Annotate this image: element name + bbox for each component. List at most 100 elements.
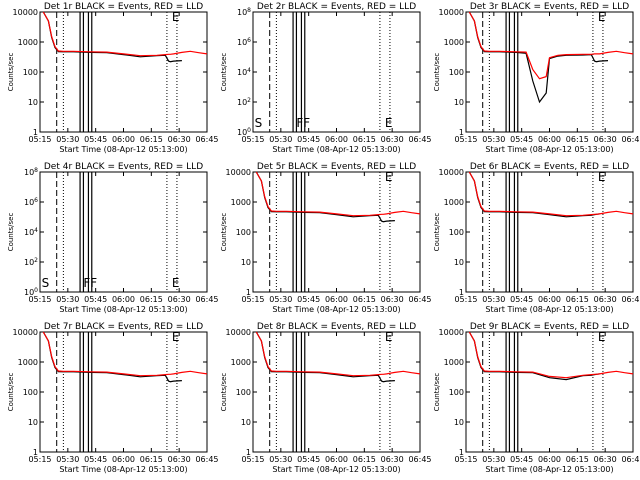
axes-frame	[39, 171, 208, 293]
x-tick-label: 05:15	[241, 135, 264, 144]
x-tick-label: 05:45	[84, 455, 107, 464]
x-tick-label: 06:15	[353, 135, 376, 144]
x-tick-label: 06:45	[621, 295, 640, 304]
x-tick-label: 05:15	[28, 295, 51, 304]
y-tick-label: 1000	[231, 198, 251, 207]
y-tick-label: 100	[449, 68, 464, 77]
x-tick-label: 06:30	[594, 455, 617, 464]
flag-label: S	[255, 116, 263, 130]
y-tick-label: 102	[24, 257, 38, 267]
x-axis-label: Start Time (08-Apr-12 05:13:00)	[59, 145, 187, 154]
flag-label: E	[172, 330, 180, 344]
y-tick-label: 10	[241, 418, 251, 427]
axes-frame	[465, 331, 634, 453]
x-axis-label: Start Time (08-Apr-12 05:13:00)	[59, 465, 187, 474]
y-tick-label: 1	[246, 448, 251, 457]
y-tick-label: 1000	[18, 38, 38, 47]
y-tick-label: 106	[237, 37, 251, 47]
plot-title: Det 6r BLACK = Events, RED = LLD	[470, 162, 629, 172]
y-tick-label: 10	[454, 98, 464, 107]
x-tick-label: 05:30	[269, 295, 292, 304]
x-axis-label: Start Time (08-Apr-12 05:13:00)	[272, 465, 400, 474]
x-tick-label: 05:45	[297, 455, 320, 464]
series-events	[468, 11, 609, 104]
series-lld	[255, 331, 421, 377]
y-tick-label: 10000	[439, 328, 464, 337]
x-tick-label: 06:45	[195, 295, 218, 304]
x-axis-label: Start Time (08-Apr-12 05:13:00)	[59, 305, 187, 314]
panel-det-6: Det 6r BLACK = Events, RED = LLD 1 10 100 10…	[433, 162, 640, 314]
y-tick-label: 106	[24, 197, 38, 207]
axes-frame	[252, 171, 421, 293]
y-tick-label: 10000	[226, 328, 251, 337]
x-tick-label: 06:45	[195, 135, 218, 144]
x-tick-label: 06:30	[381, 135, 404, 144]
y-tick-label: 1000	[444, 38, 464, 47]
panel-det-9: Det 9r BLACK = Events, RED = LLD 1 10 100 10…	[433, 322, 640, 474]
x-tick-label: 06:15	[566, 135, 589, 144]
y-tick-label: 102	[237, 97, 251, 107]
panel-det-5: Det 5r BLACK = Events, RED = LLD 1 10 100 10…	[220, 162, 432, 314]
axes-frame	[252, 11, 421, 133]
flag-label: E	[385, 170, 393, 184]
y-tick-label: 1	[459, 448, 464, 457]
series-events	[42, 11, 182, 63]
y-axis-label: Counts/sec	[7, 213, 15, 252]
x-tick-label: 06:00	[112, 135, 135, 144]
axes-frame	[465, 11, 634, 133]
x-tick-label: 05:15	[241, 455, 264, 464]
flag-label: E	[598, 170, 606, 184]
y-tick-label: 1000	[231, 358, 251, 367]
x-tick-label: 06:00	[112, 455, 135, 464]
y-tick-label: 100	[24, 287, 38, 297]
x-tick-label: 06:30	[168, 455, 191, 464]
flag-label: E	[172, 276, 180, 290]
x-tick-label: 06:30	[594, 135, 617, 144]
flag-label: E	[385, 330, 393, 344]
x-tick-label: 06:45	[408, 295, 431, 304]
plot-title: Det 9r BLACK = Events, RED = LLD	[470, 322, 629, 332]
x-tick-label: 06:15	[566, 295, 589, 304]
series-events	[468, 171, 600, 218]
x-tick-label: 05:45	[510, 135, 533, 144]
y-tick-label: 1	[246, 288, 251, 297]
x-tick-label: 06:45	[621, 135, 640, 144]
x-tick-label: 06:45	[408, 455, 431, 464]
series-lld	[42, 331, 208, 377]
x-tick-label: 05:30	[482, 135, 505, 144]
axes-frame	[39, 331, 208, 453]
flag-label: E	[172, 10, 180, 24]
x-tick-label: 06:30	[594, 295, 617, 304]
y-axis-label: Counts/sec	[433, 53, 441, 92]
y-tick-label: 1	[33, 448, 38, 457]
x-tick-label: 05:15	[454, 295, 477, 304]
flag-label: S	[42, 276, 50, 290]
x-tick-label: 05:45	[510, 455, 533, 464]
series-lld	[468, 11, 634, 80]
x-tick-label: 05:15	[241, 295, 264, 304]
axes-frame	[39, 11, 208, 133]
y-axis-label: Counts/sec	[220, 373, 228, 412]
series-lld	[255, 171, 421, 217]
x-tick-label: 05:45	[510, 295, 533, 304]
x-tick-label: 06:00	[538, 455, 561, 464]
y-axis-label: Counts/sec	[220, 53, 228, 92]
y-tick-label: 10	[241, 258, 251, 267]
plot-title: Det 2r BLACK = Events, RED = LLD	[257, 2, 416, 12]
y-axis-label: Counts/sec	[7, 373, 15, 412]
x-tick-label: 06:45	[408, 135, 431, 144]
x-tick-label: 06:15	[140, 455, 163, 464]
x-axis-label: Start Time (08-Apr-12 05:13:00)	[272, 145, 400, 154]
y-tick-label: 10000	[226, 168, 251, 177]
plot-title: Det 5r BLACK = Events, RED = LLD	[257, 162, 416, 172]
x-tick-label: 06:00	[112, 295, 135, 304]
axes-frame	[465, 171, 634, 293]
x-tick-label: 05:30	[269, 455, 292, 464]
axes-frame	[252, 331, 421, 453]
plot-title: Det 7r BLACK = Events, RED = LLD	[44, 322, 203, 332]
x-tick-label: 05:30	[482, 295, 505, 304]
y-tick-label: 100	[23, 388, 38, 397]
series-lld	[42, 11, 208, 57]
x-tick-label: 06:45	[621, 455, 640, 464]
